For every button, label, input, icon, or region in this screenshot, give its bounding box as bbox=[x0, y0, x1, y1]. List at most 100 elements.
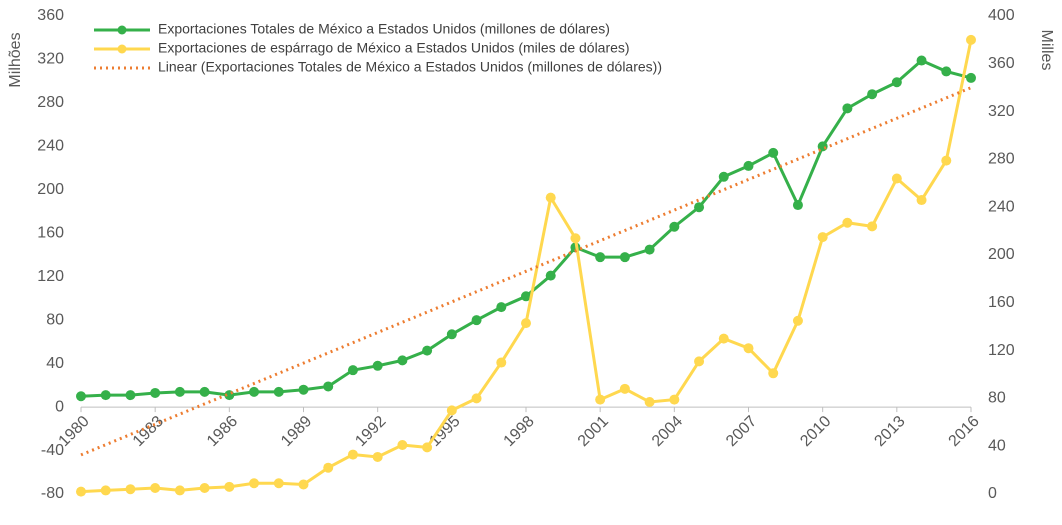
point bbox=[842, 217, 853, 228]
y-axis-label: Milhões bbox=[7, 32, 24, 87]
point bbox=[199, 483, 210, 494]
point bbox=[595, 394, 606, 405]
point bbox=[768, 368, 779, 379]
point bbox=[867, 89, 878, 100]
point bbox=[966, 72, 976, 83]
point bbox=[76, 486, 86, 497]
point bbox=[768, 147, 779, 158]
y-tick-label: 40 bbox=[46, 355, 64, 372]
point bbox=[100, 485, 111, 496]
point bbox=[100, 390, 111, 401]
point bbox=[891, 77, 902, 88]
y-tick-label: -40 bbox=[41, 442, 64, 459]
point bbox=[619, 252, 630, 263]
point bbox=[694, 356, 705, 367]
y-tick-label: -80 bbox=[41, 485, 64, 502]
legend-label: Linear (Exportaciones Totales de México … bbox=[158, 59, 662, 75]
point bbox=[372, 451, 383, 462]
y-tick-label: 120 bbox=[37, 268, 64, 285]
x-tick-label: 1983 bbox=[130, 413, 167, 450]
point bbox=[397, 355, 408, 366]
point bbox=[249, 386, 260, 397]
point bbox=[249, 478, 260, 489]
point bbox=[718, 171, 729, 182]
x-tick-label: 1989 bbox=[278, 413, 315, 450]
point bbox=[125, 484, 136, 495]
point bbox=[891, 173, 902, 184]
legend-marker bbox=[117, 44, 127, 54]
legend-label: Exportaciones de espárrago de México a E… bbox=[158, 40, 630, 56]
point bbox=[76, 391, 86, 402]
point bbox=[570, 233, 581, 244]
point bbox=[842, 103, 853, 114]
y2-tick-label: 280 bbox=[988, 151, 1015, 168]
point bbox=[817, 232, 828, 243]
point bbox=[174, 485, 185, 496]
y2-tick-label: 0 bbox=[988, 485, 997, 502]
x-tick-label: 2016 bbox=[946, 413, 983, 450]
point bbox=[224, 481, 235, 492]
point bbox=[743, 343, 754, 354]
x-tick-label: 1992 bbox=[352, 413, 389, 450]
x-tick-label: 1998 bbox=[501, 413, 538, 450]
point bbox=[471, 393, 482, 404]
point bbox=[422, 442, 433, 453]
x-tick-label: 1986 bbox=[204, 413, 241, 450]
point bbox=[174, 386, 185, 397]
y2-tick-label: 80 bbox=[988, 390, 1006, 407]
y-tick-label: 200 bbox=[37, 181, 64, 198]
y-tick-label: 320 bbox=[37, 51, 64, 68]
point bbox=[792, 200, 803, 211]
point bbox=[397, 440, 408, 451]
point bbox=[619, 383, 630, 394]
legend-label: Exportaciones Totales de México a Estado… bbox=[158, 21, 610, 37]
point bbox=[545, 192, 556, 203]
y2-tick-label: 320 bbox=[988, 103, 1015, 120]
point bbox=[792, 315, 803, 326]
point bbox=[916, 195, 927, 206]
point bbox=[150, 387, 161, 398]
point bbox=[521, 291, 531, 302]
point bbox=[422, 345, 433, 356]
y-tick-label: 360 bbox=[37, 7, 64, 24]
y2-tick-label: 360 bbox=[988, 55, 1015, 72]
point bbox=[545, 270, 556, 281]
point bbox=[347, 449, 358, 460]
x-tick-label: 2001 bbox=[575, 413, 612, 450]
point bbox=[298, 384, 309, 395]
point bbox=[521, 318, 531, 329]
point bbox=[718, 333, 729, 344]
point bbox=[644, 396, 655, 407]
point bbox=[496, 357, 507, 368]
x-tick-label: 2004 bbox=[649, 413, 686, 450]
y2-tick-label: 200 bbox=[988, 246, 1015, 263]
point bbox=[372, 360, 383, 371]
x-tick-label: 2013 bbox=[871, 413, 908, 450]
point bbox=[669, 394, 680, 405]
point bbox=[916, 55, 927, 66]
y2-tick-label: 240 bbox=[988, 198, 1015, 215]
trend-line bbox=[80, 86, 972, 457]
point bbox=[644, 244, 655, 255]
point bbox=[966, 34, 976, 45]
y2-tick-label: 160 bbox=[988, 294, 1015, 311]
point bbox=[125, 390, 136, 401]
y-tick-label: 240 bbox=[37, 138, 64, 155]
y2-axis-label: Milles bbox=[1038, 30, 1055, 71]
x-tick-label: 2007 bbox=[723, 413, 760, 450]
x-tick-label: 1980 bbox=[56, 413, 93, 450]
y2-tick-label: 120 bbox=[988, 342, 1015, 359]
y-tick-label: 160 bbox=[37, 224, 64, 241]
y2-tick-label: 400 bbox=[988, 7, 1015, 24]
y-tick-label: 280 bbox=[37, 94, 64, 111]
point bbox=[471, 315, 482, 326]
point bbox=[273, 386, 284, 397]
point bbox=[595, 252, 606, 263]
point bbox=[446, 405, 457, 416]
y-tick-label: 0 bbox=[55, 398, 64, 415]
point bbox=[150, 483, 161, 494]
legend-marker bbox=[117, 25, 127, 35]
point bbox=[694, 202, 705, 213]
point bbox=[347, 365, 358, 376]
